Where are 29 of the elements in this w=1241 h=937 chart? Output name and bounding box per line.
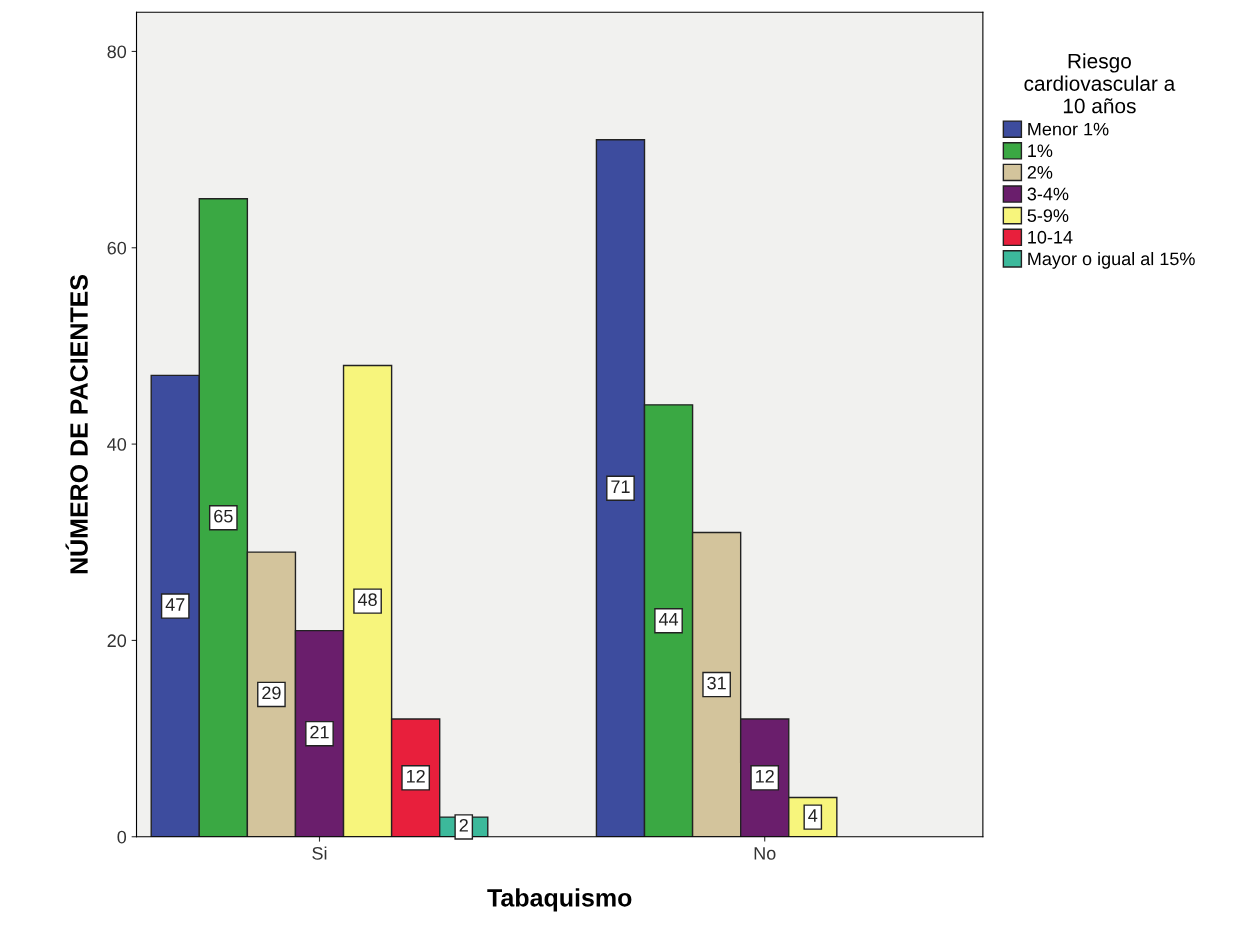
y-tick-label: 60 bbox=[107, 241, 127, 255]
y-tick-label: 0 bbox=[117, 830, 127, 844]
x-tick-label: Si bbox=[312, 846, 327, 860]
data-label: 21 bbox=[310, 725, 329, 739]
data-label: 29 bbox=[262, 686, 281, 700]
y-tick-label: 20 bbox=[107, 634, 127, 648]
legend-label: 10-14 bbox=[1028, 230, 1073, 244]
data-label: 4 bbox=[808, 809, 818, 822]
data-label: 47 bbox=[165, 598, 185, 611]
data-label: 12 bbox=[756, 769, 774, 783]
legend-label: 3-4% bbox=[1027, 187, 1069, 201]
legend-label: Mayor o igual al 15% bbox=[1028, 251, 1195, 269]
data-label: 65 bbox=[214, 509, 233, 523]
x-axis-title: Tabaquismo bbox=[487, 888, 632, 912]
y-tick-label: 40 bbox=[107, 438, 127, 451]
legend-label: 2% bbox=[1027, 165, 1053, 179]
data-label: 48 bbox=[357, 593, 377, 606]
legend-label: Menor 1% bbox=[1028, 122, 1109, 136]
data-label: 2 bbox=[459, 818, 468, 832]
legend-label: 1% bbox=[1028, 144, 1053, 158]
data-label: 31 bbox=[707, 676, 726, 690]
y-tick-label: 80 bbox=[107, 45, 127, 59]
data-label: 71 bbox=[611, 480, 630, 493]
y-axis-title: NÚMERO DE PACIENTES bbox=[65, 274, 88, 574]
data-label: 44 bbox=[658, 613, 679, 626]
x-tick-label: No bbox=[754, 847, 776, 860]
data-label: 12 bbox=[407, 769, 425, 783]
legend-title: Riesgo cardiovascular a 10 años bbox=[1024, 53, 1176, 114]
legend-label: 5-9% bbox=[1027, 209, 1069, 223]
